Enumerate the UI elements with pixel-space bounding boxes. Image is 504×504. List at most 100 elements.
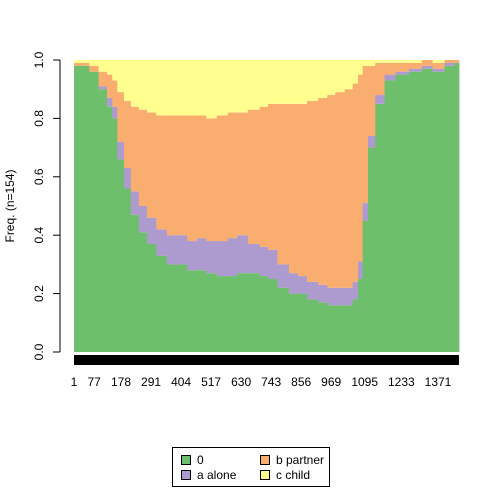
bar-segment-series-2-point-42	[455, 60, 460, 63]
bar-segment-series-1-point-36	[384, 74, 397, 81]
bar-segment-series-1-point-18	[227, 238, 238, 277]
bar-segment-series-2-point-4	[106, 74, 113, 98]
bar-segment-series-3-point-30	[344, 60, 354, 90]
bar-segment-series-0-point-32	[358, 279, 364, 352]
bar-segment-series-0-point-37	[395, 74, 410, 352]
bar-segment-series-3-point-6	[117, 60, 125, 93]
bar-segment-series-0-point-4	[106, 106, 113, 352]
bar-segment-series-0-point-5	[112, 118, 118, 353]
bar-segment-series-2-point-5	[112, 80, 118, 107]
bar-segment-series-0-point-28	[327, 305, 336, 352]
legend-label-0: 0	[197, 453, 204, 467]
y-axis: 0.0 0.2 0.4 0.6 0.8 1.0	[32, 51, 61, 360]
sequence-axis-bar	[74, 355, 459, 365]
bar-segment-series-2-point-36	[384, 62, 397, 75]
legend-item-0: 0	[181, 453, 204, 467]
legend-swatch-c-child	[260, 470, 270, 480]
legend-swatch-0	[181, 455, 191, 465]
bar-segment-series-0-point-3	[98, 89, 108, 352]
bar-segment-series-3-point-3	[98, 60, 108, 72]
bar-segment-series-0-point-16	[206, 273, 218, 352]
bar-segment-series-0-point-24	[288, 293, 299, 352]
x-tick-label-1: 77	[88, 375, 102, 389]
bar-segment-series-2-point-25	[297, 103, 308, 277]
bar-segment-series-3-point-14	[187, 60, 198, 116]
bar-segment-series-3-point-26	[307, 60, 319, 101]
bar-segment-series-1-point-16	[206, 241, 218, 274]
x-tick-label-7: 743	[261, 375, 281, 389]
bar-segment-series-0-point-26	[307, 299, 319, 352]
bar-segment-series-3-point-31	[352, 60, 359, 84]
legend-swatch-b-partner	[260, 455, 270, 465]
bar-segment-series-3-point-22	[268, 60, 278, 104]
y-tick-label-3: 0.6	[32, 168, 46, 185]
bar-segment-series-2-point-19	[237, 112, 249, 236]
bar-segment-series-0-point-12	[166, 264, 177, 352]
bar-segment-series-2-point-2	[89, 65, 99, 72]
bar-segment-series-1-point-20	[247, 243, 261, 274]
legend-item-a-alone: a alone	[181, 468, 236, 482]
bar-segment-series-1-point-5	[112, 106, 118, 119]
bar-segment-series-1-point-6	[117, 141, 125, 160]
bar-segment-series-1-point-38	[408, 68, 423, 72]
bar-segment-series-0-point-7	[123, 188, 132, 352]
bar-segment-series-1-point-41	[444, 62, 456, 66]
bar-segment-series-0-point-35	[375, 103, 385, 352]
bar-segment-series-2-point-3	[98, 71, 108, 87]
bar-segment-series-2-point-13	[176, 115, 188, 236]
bar-segment-series-1-point-26	[307, 281, 319, 300]
bar-segment-series-0-point-10	[146, 243, 157, 352]
bar-segment-series-0-point-18	[227, 276, 238, 352]
legend: 0 a alone b partner c child	[172, 447, 330, 487]
bar-segment-series-1-point-33	[362, 203, 369, 221]
bar-segment-series-3-point-4	[106, 60, 113, 75]
y-axis-title: Freq. (n=154)	[3, 169, 17, 242]
bar-segment-series-1-point-29	[335, 287, 346, 306]
bar-segment-series-0-point-36	[384, 80, 397, 352]
y-tick-label-5: 1.0	[32, 51, 46, 68]
bar-segment-series-1-point-22	[268, 249, 278, 279]
bar-segment-series-1-point-34	[368, 135, 376, 148]
bar-segment-series-0-point-34	[368, 147, 376, 352]
bar-segment-series-1-point-17	[216, 241, 229, 277]
x-tick-label-5: 517	[201, 375, 221, 389]
bar-segment-series-3-point-10	[146, 60, 157, 113]
bar-segment-series-3-point-24	[288, 60, 299, 104]
bar-segment-series-0-point-40	[432, 71, 445, 353]
bar-segment-series-2-point-15	[197, 115, 207, 239]
bar-segment-series-3-point-1	[79, 60, 90, 63]
bar-segment-series-1-point-32	[358, 261, 364, 279]
bar-segment-series-3-point-28	[327, 60, 336, 96]
bar-segment-series-0-point-38	[408, 71, 423, 353]
bar-segment-series-3-point-29	[335, 60, 346, 93]
bar-segment-series-1-point-27	[318, 284, 328, 303]
bar-segment-series-2-point-10	[146, 112, 157, 218]
x-tick-label-11: 1233	[388, 375, 415, 389]
x-tick-label-9: 969	[321, 375, 341, 389]
bar-segment-series-3-point-37	[395, 60, 410, 63]
bar-segment-series-3-point-34	[368, 60, 376, 66]
bar-segment-series-3-point-38	[408, 60, 423, 63]
bar-segment-series-0-point-20	[247, 273, 261, 352]
bar-segment-series-2-point-21	[259, 106, 269, 247]
bar-segment-series-1-point-11	[156, 229, 168, 256]
bar-segment-series-2-point-23	[277, 103, 290, 265]
bar-segment-series-3-point-18	[227, 60, 238, 113]
bar-segment-series-1-point-15	[197, 238, 207, 271]
bar-segment-series-0-point-22	[268, 279, 278, 352]
bar-segment-series-0-point-25	[297, 293, 308, 352]
bar-segment-series-1-point-24	[288, 273, 299, 294]
bar-segment-series-2-point-20	[247, 109, 261, 244]
bar-segment-series-1-point-12	[166, 235, 177, 265]
bar-segment-series-3-point-19	[237, 60, 249, 113]
bar-segment-series-3-point-40	[432, 60, 445, 63]
bar-segment-series-0-point-41	[444, 65, 456, 352]
bar-segment-series-1-point-31	[352, 281, 359, 300]
bar-segment-series-0-point-27	[318, 302, 328, 352]
bar-segment-series-1-point-19	[237, 235, 249, 274]
bar-segment-series-0-point-31	[352, 299, 359, 352]
bar-segment-series-3-point-7	[123, 60, 132, 101]
bar-segment-series-3-point-16	[206, 60, 218, 119]
bar-segment-series-2-point-33	[362, 65, 369, 204]
